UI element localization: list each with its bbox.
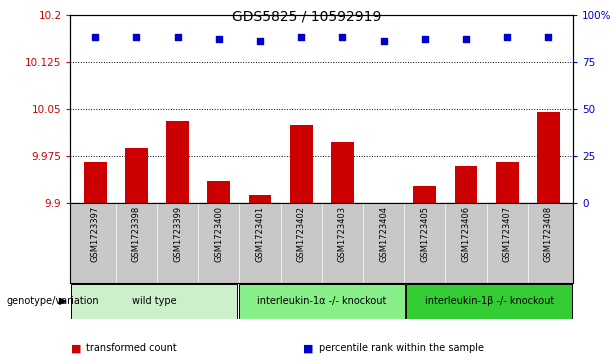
Point <box>502 34 512 40</box>
Bar <box>290 125 313 203</box>
Bar <box>537 112 560 203</box>
FancyBboxPatch shape <box>71 284 237 319</box>
Text: GSM1723405: GSM1723405 <box>421 206 429 262</box>
Text: wild type: wild type <box>132 296 177 306</box>
Bar <box>207 181 230 203</box>
Text: GSM1723400: GSM1723400 <box>215 206 223 262</box>
Text: ■: ■ <box>70 343 81 354</box>
Point <box>544 34 554 40</box>
Point <box>255 38 265 44</box>
Point <box>461 36 471 42</box>
Text: GSM1723407: GSM1723407 <box>503 206 512 262</box>
Text: GSM1723408: GSM1723408 <box>544 206 553 262</box>
Point <box>379 38 389 44</box>
Text: GSM1723399: GSM1723399 <box>173 206 182 262</box>
Text: transformed count: transformed count <box>86 343 177 354</box>
Bar <box>166 122 189 203</box>
Text: GSM1723401: GSM1723401 <box>256 206 265 262</box>
Point <box>214 36 224 42</box>
Text: GSM1723397: GSM1723397 <box>91 206 100 262</box>
Point <box>173 34 183 40</box>
Bar <box>249 195 272 203</box>
Point <box>420 36 430 42</box>
Bar <box>84 162 107 203</box>
Text: GSM1723404: GSM1723404 <box>379 206 388 262</box>
FancyBboxPatch shape <box>406 284 572 319</box>
Bar <box>455 166 478 203</box>
FancyBboxPatch shape <box>238 284 405 319</box>
Text: interleukin-1β -/- knockout: interleukin-1β -/- knockout <box>425 296 554 306</box>
Bar <box>496 162 519 203</box>
Point <box>338 34 348 40</box>
Bar <box>331 142 354 203</box>
Text: GSM1723406: GSM1723406 <box>462 206 471 262</box>
Text: GSM1723402: GSM1723402 <box>297 206 306 262</box>
Text: ■: ■ <box>303 343 314 354</box>
Point <box>90 34 100 40</box>
Point <box>296 34 306 40</box>
Bar <box>125 148 148 203</box>
Bar <box>414 185 436 203</box>
Point <box>132 34 142 40</box>
Text: GDS5825 / 10592919: GDS5825 / 10592919 <box>232 9 381 23</box>
Text: genotype/variation: genotype/variation <box>6 296 99 306</box>
Text: interleukin-1α -/- knockout: interleukin-1α -/- knockout <box>257 296 387 306</box>
Text: percentile rank within the sample: percentile rank within the sample <box>319 343 484 354</box>
Text: GSM1723403: GSM1723403 <box>338 206 347 262</box>
Text: GSM1723398: GSM1723398 <box>132 206 141 262</box>
